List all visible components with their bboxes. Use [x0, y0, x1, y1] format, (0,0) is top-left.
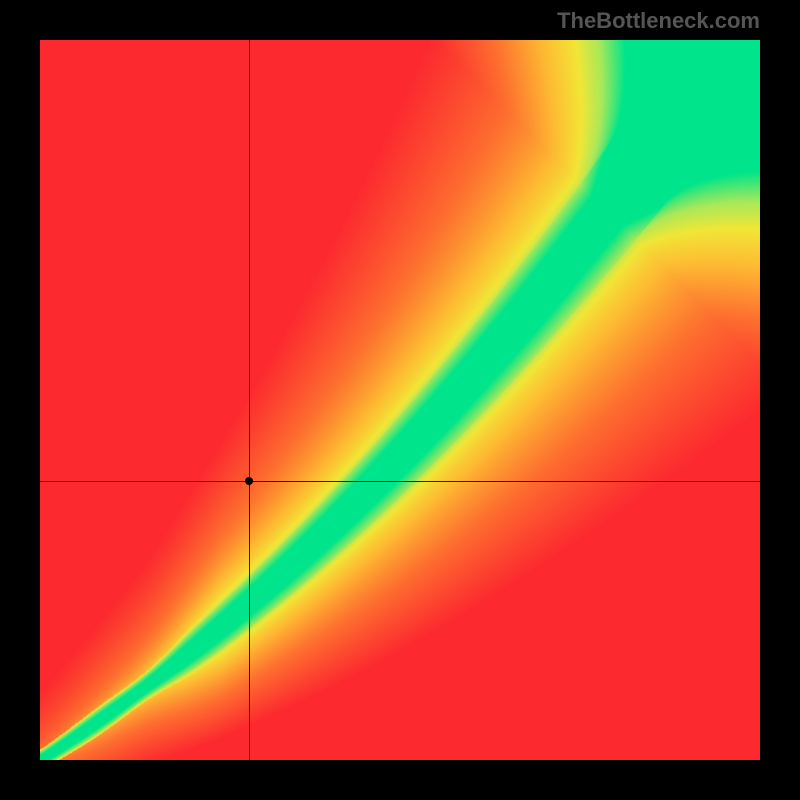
crosshair-dot [245, 477, 253, 485]
heatmap-canvas [40, 40, 760, 760]
plot-area [40, 40, 760, 760]
watermark-text: TheBottleneck.com [557, 8, 760, 34]
crosshair-horizontal [40, 481, 760, 482]
crosshair-vertical [249, 40, 250, 760]
